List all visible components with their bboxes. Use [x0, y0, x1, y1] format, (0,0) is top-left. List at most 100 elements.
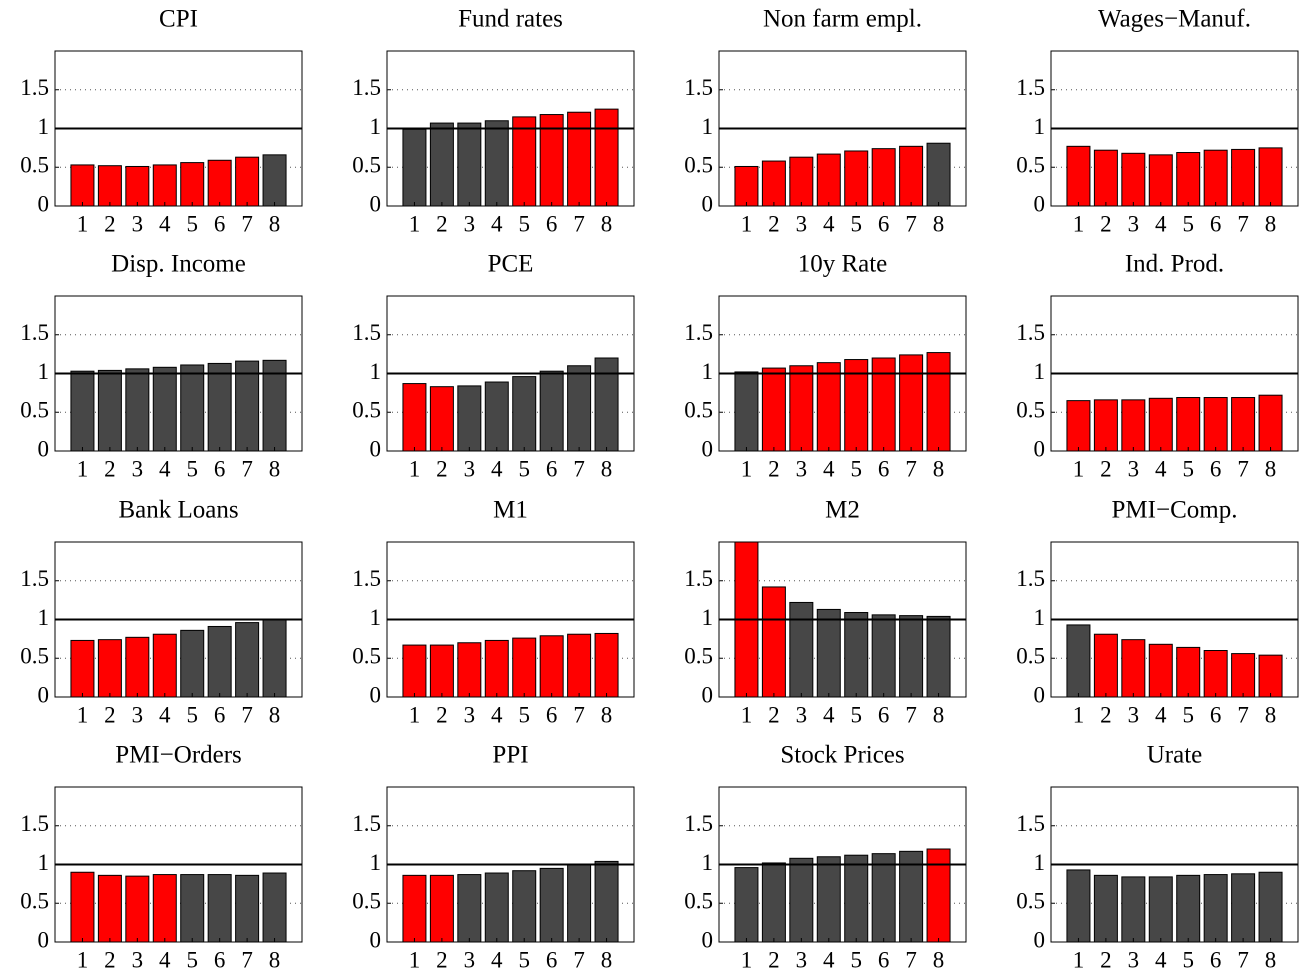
x-tick-label: 1 [741, 456, 753, 481]
bar [761, 160, 786, 207]
x-tick-label: 5 [518, 702, 530, 727]
x-tick-label: 2 [436, 702, 448, 727]
bar [1258, 871, 1283, 943]
bar [539, 635, 564, 698]
chart-title: Stock Prices [780, 742, 904, 769]
bar [207, 159, 232, 207]
x-tick-label: 4 [1155, 702, 1167, 727]
bar [567, 365, 592, 452]
bar [484, 639, 509, 698]
y-tick-label: 1.5 [20, 75, 49, 100]
x-tick-label: 4 [1155, 211, 1167, 236]
bar [1093, 874, 1118, 943]
bar [871, 357, 896, 452]
bar [512, 116, 537, 207]
bar [926, 352, 951, 452]
x-tick-label: 4 [159, 947, 171, 972]
chart-title: M1 [493, 497, 528, 524]
axes-frame [718, 50, 967, 207]
x-tick-label: 1 [409, 211, 421, 236]
x-tick-label: 2 [436, 947, 448, 972]
bar [539, 867, 564, 943]
x-tick-label: 1 [741, 702, 753, 727]
bar [1203, 874, 1228, 943]
x-tick-label: 3 [132, 702, 144, 727]
axes-frame [386, 295, 635, 452]
x-tick-label: 6 [546, 211, 558, 236]
x-tick-label: 5 [186, 947, 198, 972]
x-tick-label: 7 [905, 211, 917, 236]
x-tick-label: 6 [546, 456, 558, 481]
x-tick-label: 3 [132, 947, 144, 972]
bar [1176, 646, 1201, 698]
y-tick-label: 1 [702, 850, 714, 875]
chart-title: Non farm empl. [763, 6, 922, 33]
bar [899, 615, 924, 698]
bar [97, 165, 122, 207]
bar [512, 637, 537, 698]
bar [539, 370, 564, 452]
y-tick-label: 1.5 [1016, 811, 1045, 836]
y-tick-label: 0 [370, 682, 382, 707]
x-tick-label: 3 [464, 947, 476, 972]
bar [457, 874, 482, 943]
x-tick-label: 4 [491, 702, 503, 727]
y-tick-label: 1 [702, 114, 714, 139]
bar [402, 128, 427, 207]
y-tick-label: 0.5 [352, 889, 381, 914]
axes-frame [54, 295, 303, 452]
bar [1121, 152, 1146, 207]
x-tick-label: 7 [573, 947, 585, 972]
x-tick-label: 6 [878, 702, 890, 727]
bar [594, 860, 619, 943]
x-tick-label: 1 [77, 702, 89, 727]
y-tick-label: 1 [702, 605, 714, 630]
bar [180, 874, 205, 943]
bar [1148, 876, 1173, 943]
bar [152, 633, 177, 698]
x-tick-label: 4 [159, 702, 171, 727]
x-tick-label: 1 [741, 947, 753, 972]
x-tick-label: 7 [241, 456, 253, 481]
bar [926, 848, 951, 943]
y-tick-label: 0 [370, 191, 382, 216]
y-tick-label: 1 [38, 114, 50, 139]
x-tick-label: 7 [1237, 211, 1249, 236]
chart-title: CPI [159, 6, 198, 33]
x-tick-label: 3 [796, 702, 808, 727]
y-tick-label: 0 [702, 436, 714, 461]
x-tick-label: 2 [104, 211, 116, 236]
x-tick-label: 7 [241, 947, 253, 972]
x-tick-label: 3 [1128, 456, 1140, 481]
bar [180, 629, 205, 698]
bar [899, 145, 924, 207]
axes-frame [54, 50, 303, 207]
y-tick-label: 1 [1034, 605, 1046, 630]
x-tick-label: 8 [1265, 947, 1277, 972]
x-tick-label: 3 [464, 456, 476, 481]
axes-frame [54, 541, 303, 698]
x-tick-label: 4 [823, 947, 835, 972]
bar [70, 370, 95, 452]
bar [152, 874, 177, 943]
y-tick-label: 0.5 [20, 644, 49, 669]
x-tick-label: 8 [601, 456, 613, 481]
x-tick-label: 4 [823, 702, 835, 727]
x-tick-label: 2 [104, 456, 116, 481]
y-tick-label: 0.5 [684, 398, 713, 423]
bar [457, 642, 482, 698]
x-tick-label: 5 [850, 211, 862, 236]
axes-frame [386, 50, 635, 207]
x-tick-label: 8 [601, 211, 613, 236]
bar [734, 867, 759, 943]
y-tick-label: 0.5 [684, 889, 713, 914]
bar [70, 639, 95, 698]
y-tick-label: 0 [1034, 927, 1046, 952]
bar [429, 644, 454, 698]
bar [402, 644, 427, 698]
bar [1231, 148, 1256, 207]
bar [207, 874, 232, 943]
x-tick-label: 4 [159, 211, 171, 236]
bar [926, 615, 951, 698]
